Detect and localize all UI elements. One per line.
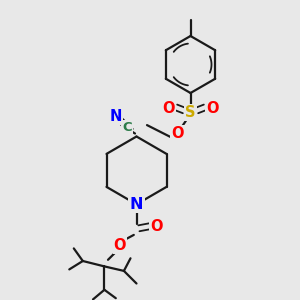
Text: O: O	[206, 100, 218, 116]
Text: N: N	[130, 197, 143, 212]
Text: C: C	[122, 121, 132, 134]
Text: O: O	[151, 219, 163, 234]
Text: O: O	[114, 238, 126, 253]
Text: N: N	[110, 109, 122, 124]
Text: S: S	[185, 105, 196, 120]
Text: O: O	[172, 126, 184, 141]
Text: O: O	[163, 100, 175, 116]
